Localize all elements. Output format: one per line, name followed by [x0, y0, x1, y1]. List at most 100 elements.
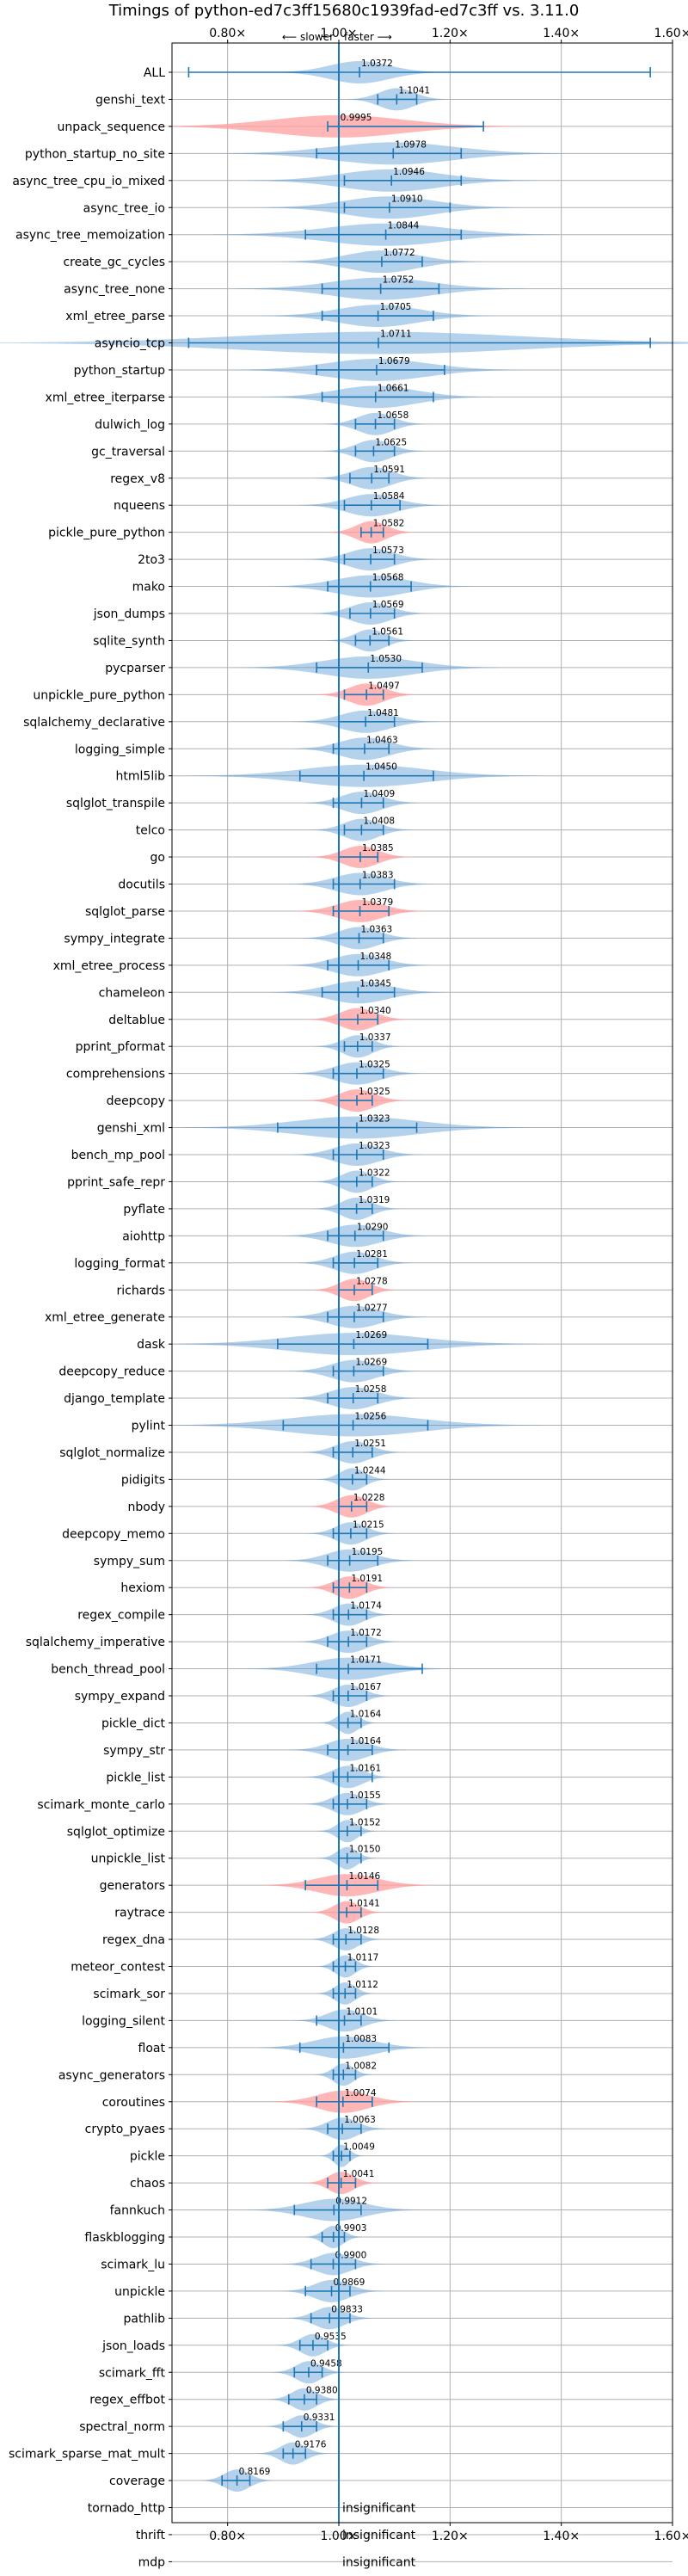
- benchmark-label: asyncio_tcp: [95, 337, 165, 351]
- benchmark-label: scimark_fft: [99, 2366, 166, 2380]
- value-label: 1.0481: [367, 708, 399, 718]
- value-label: 1.0171: [350, 1655, 382, 1666]
- benchmark-label: unpickle: [114, 2285, 165, 2299]
- value-label: 1.0167: [350, 1682, 382, 1692]
- value-label: 1.0561: [372, 626, 403, 637]
- x-tick-label-bottom: 1.00×: [321, 2530, 358, 2543]
- value-label: 1.0083: [345, 2034, 377, 2044]
- value-label: 1.0408: [363, 817, 395, 827]
- benchmark-label: logging_format: [74, 1257, 165, 1271]
- value-label: 0.9833: [331, 2304, 363, 2314]
- benchmark-label: thrift: [136, 2529, 166, 2542]
- value-label: 1.0323: [359, 1114, 390, 1125]
- value-label: 1.0174: [350, 1601, 382, 1612]
- benchmark-label: tornado_http: [88, 2502, 165, 2516]
- value-label: 1.0228: [353, 1493, 385, 1503]
- benchmark-label: pprint_pformat: [76, 1040, 166, 1054]
- benchmark-label: telco: [136, 824, 165, 838]
- value-label: 0.9331: [304, 2413, 335, 2423]
- value-label: 0.9903: [335, 2223, 367, 2234]
- value-label: 1.0082: [345, 2061, 377, 2071]
- benchmark-label: ALL: [144, 66, 165, 80]
- value-label: 1.0450: [366, 762, 397, 773]
- benchmark-label: sympy_integrate: [64, 932, 165, 946]
- benchmark-label: chaos: [130, 2177, 165, 2191]
- benchmark-label: richards: [117, 1284, 166, 1297]
- benchmark-label: genshi_xml: [97, 1122, 165, 1136]
- value-label: 1.0323: [359, 1141, 390, 1151]
- x-tick-label-top: 0.80×: [209, 27, 246, 40]
- value-label: 1.0322: [359, 1168, 390, 1178]
- benchmark-label: sqlglot_normalize: [59, 1446, 165, 1460]
- benchmark-label: async_generators: [58, 2068, 165, 2082]
- x-tick-label-top: 1.20×: [432, 27, 469, 40]
- benchmark-label: pprint_safe_repr: [67, 1175, 165, 1189]
- benchmark-label: pickle: [130, 2150, 165, 2164]
- value-label: 0.9869: [334, 2277, 366, 2288]
- benchmark-label: fannkuch: [110, 2204, 165, 2218]
- benchmark-label: bench_mp_pool: [71, 1149, 165, 1162]
- benchmark-label: regex_dna: [102, 1933, 165, 1947]
- value-label: 1.0679: [378, 356, 410, 367]
- insignificant-label: insignificant: [342, 2502, 416, 2516]
- value-label: 1.0568: [372, 573, 404, 583]
- value-label: 1.0409: [363, 789, 395, 799]
- benchmark-label: pylint: [132, 1420, 166, 1433]
- benchmark-label: deepcopy: [107, 1094, 165, 1108]
- benchmark-label: chameleon: [99, 986, 165, 1000]
- benchmark-label: deepcopy_reduce: [58, 1365, 165, 1379]
- benchmark-label: sqlite_synth: [93, 634, 165, 648]
- benchmark-label: scimark_sor: [93, 1987, 165, 2001]
- benchmark-label: async_tree_memoization: [15, 229, 165, 243]
- insignificant-label: insignificant: [342, 2555, 416, 2569]
- value-label: 1.0946: [393, 167, 425, 177]
- x-tick-label-bottom: 1.20×: [432, 2530, 469, 2543]
- benchmark-label: json_dumps: [93, 607, 165, 621]
- benchmark-label: mako: [132, 581, 165, 595]
- benchmark-label: sympy_str: [103, 1744, 165, 1758]
- benchmark-label: logging_simple: [75, 743, 165, 756]
- value-label: 1.0337: [359, 1032, 391, 1043]
- value-label: 1.0215: [353, 1519, 384, 1530]
- benchmark-label: pidigits: [121, 1473, 165, 1487]
- value-label: 1.0164: [350, 1709, 382, 1719]
- value-label: 1.0290: [357, 1222, 389, 1232]
- value-label: 0.9176: [295, 2440, 327, 2450]
- value-label: 1.0063: [344, 2115, 376, 2125]
- value-label: 1.0101: [347, 2006, 378, 2017]
- value-label: 0.9912: [335, 2197, 367, 2207]
- benchmark-label: python_startup_no_site: [25, 147, 165, 161]
- value-label: 1.0164: [350, 1736, 382, 1747]
- value-label: 1.0711: [380, 330, 412, 340]
- value-label: 1.0383: [362, 871, 394, 881]
- benchmark-label: docutils: [118, 878, 165, 892]
- benchmark-label: async_tree_none: [64, 283, 165, 297]
- benchmark-label: coverage: [109, 2474, 165, 2488]
- value-label: 1.0978: [395, 139, 427, 150]
- benchmark-label: mdp: [138, 2555, 166, 2569]
- value-label: 0.8169: [239, 2467, 271, 2477]
- value-label: 0.9995: [341, 113, 372, 123]
- value-label: 1.0910: [391, 194, 423, 204]
- value-label: 0.9458: [310, 2358, 342, 2369]
- benchmark-label: coroutines: [102, 2096, 165, 2110]
- benchmark-label: float: [138, 2042, 166, 2055]
- value-label: 1.0049: [343, 2142, 375, 2153]
- benchmark-label: bench_thread_pool: [51, 1663, 165, 1677]
- benchmark-label: xml_etree_generate: [45, 1311, 165, 1325]
- benchmark-label: pickle_dict: [101, 1716, 166, 1730]
- value-label: 1.0463: [366, 735, 398, 745]
- value-label: 1.0278: [356, 1276, 388, 1286]
- value-label: 1.0385: [362, 843, 394, 854]
- value-label: 0.9535: [315, 2332, 347, 2342]
- value-label: 1.0325: [359, 1087, 390, 1097]
- x-tick-label-bottom: 1.60×: [654, 2530, 688, 2543]
- value-label: 1.0244: [354, 1465, 386, 1476]
- value-label: 1.0277: [356, 1303, 388, 1314]
- benchmark-label: scimark_monte_carlo: [37, 1798, 165, 1812]
- value-label: 1.0591: [373, 465, 405, 475]
- benchmark-label: sqlglot_parse: [85, 905, 165, 919]
- value-label: 1.0269: [355, 1330, 387, 1340]
- value-label: 1.0584: [373, 491, 405, 502]
- plot-frame: [171, 42, 673, 2524]
